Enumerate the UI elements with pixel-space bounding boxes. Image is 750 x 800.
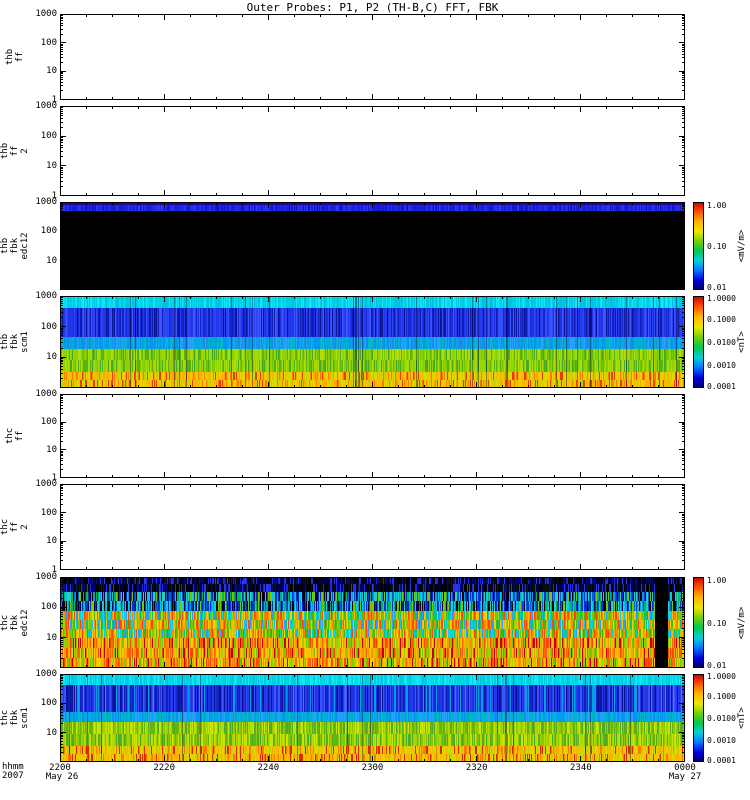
xtick-0000: 0000	[674, 763, 696, 773]
colorbar-tick-thb-fbk-scm1-0.0100: 0.0100	[707, 338, 736, 347]
ytick-thb-ff-2-1000: 1000	[35, 101, 57, 111]
xtick-2220: 2220	[153, 763, 175, 773]
panel-canvas-thb-ff-2	[60, 106, 685, 196]
ytick-thb-ff-100: 100	[40, 37, 57, 48]
ylabel-thb-ff: thb ff	[5, 48, 25, 66]
colorbar-tick-thb-fbk-scm1-1.0000: 1.0000	[707, 293, 736, 303]
ytick-thb-ff-10: 10	[46, 66, 57, 77]
year-label: 2007	[2, 771, 24, 781]
colorbar-tick-thb-fbk-scm1-0.1000: 0.1000	[707, 315, 736, 324]
colorbar-thc-fbk-scm1	[693, 674, 704, 762]
ytick-thb-ff-1: 1	[51, 95, 57, 105]
ytick-thb-ff-2-10: 10	[46, 161, 57, 171]
ytick-thc-fbk-edc12-100: 100	[40, 602, 57, 613]
ytick-thb-fbk-scm1-10: 10	[46, 352, 57, 363]
panel-canvas-thb-ff	[60, 14, 685, 100]
panel-canvas-thb-fbk-edc12	[60, 202, 685, 290]
xtick-2340: 2340	[569, 763, 592, 773]
ylabel-thc-ff: thc ff	[5, 427, 25, 445]
ytick-thc-fbk-edc12-10: 10	[46, 632, 57, 643]
colorbar-thb-fbk-edc12	[693, 202, 704, 290]
date-left-label: May 26	[45, 772, 79, 782]
xtick-2200: 2200	[49, 763, 71, 773]
panel-canvas-thc-ff-2	[60, 484, 685, 570]
colorbar-tick-thc-fbk-scm1-0.0100: 0.0100	[707, 714, 736, 723]
colorbar-tick-thc-fbk-edc12-0.01: 0.01	[707, 661, 727, 671]
colorbar-tick-thc-fbk-scm1-0.1000: 0.1000	[707, 692, 736, 701]
colorbar-tick-thc-fbk-edc12-1.00: 1.00	[707, 575, 727, 585]
ytick-thc-fbk-scm1-1000: 1000	[35, 669, 57, 679]
ytick-thc-fbk-edc12-1000: 1000	[35, 572, 57, 582]
ytick-thb-ff-2-100: 100	[40, 130, 57, 141]
colorbar-tick-thc-fbk-scm1-0.0010: 0.0010	[707, 736, 736, 745]
colorbar-unit-thb-fbk-scm1: <nT>	[737, 331, 747, 353]
ytick-thc-ff-2-100: 100	[40, 507, 57, 518]
xtick-2300: 2300	[361, 763, 384, 773]
ytick-thc-fbk-scm1-10: 10	[46, 727, 57, 738]
colorbar-tick-thc-fbk-scm1-1.0000: 1.0000	[707, 671, 736, 681]
panel-canvas-thb-fbk-scm1	[60, 296, 685, 388]
colorbar-tick-thb-fbk-edc12-1.00: 1.00	[707, 200, 727, 210]
colorbar-tick-thb-fbk-edc12-0.01: 0.01	[707, 283, 727, 293]
ylabel-thc-ff-2: thc ff 2	[0, 518, 30, 536]
ytick-thb-fbk-edc12-1000: 1000	[35, 197, 57, 207]
plot-title: Outer Probes: P1, P2 (TH-B,C) FFT, FBK	[246, 1, 499, 14]
ytick-thc-ff-2-1000: 1000	[35, 479, 57, 489]
ylabel-thc-fbk-edc12: thc fbk edc12	[0, 608, 30, 637]
colorbar-tick-thb-fbk-scm1-0.0001: 0.0001	[707, 382, 736, 392]
panel-canvas-thc-fbk-edc12	[60, 577, 685, 668]
colorbar-unit-thb-fbk-edc12: <mV/m>	[737, 229, 747, 263]
ytick-thc-ff-1000: 1000	[35, 389, 57, 399]
ylabel-thc-fbk-scm1: thc fbk scm1	[0, 707, 30, 729]
ytick-thc-ff-10: 10	[46, 445, 57, 455]
ytick-thb-fbk-edc12-100: 100	[40, 226, 57, 237]
ytick-thc-ff-2-10: 10	[46, 536, 57, 547]
ytick-thc-ff-100: 100	[40, 416, 57, 427]
colorbar-unit-thc-fbk-edc12: <mV/m>	[737, 606, 747, 639]
ylabel-thb-ff-2: thb ff 2	[0, 142, 30, 160]
colorbar-thb-fbk-scm1	[693, 296, 704, 388]
date-right-label: May 27	[668, 772, 702, 782]
xtick-2320: 2320	[465, 763, 488, 773]
ytick-thb-fbk-edc12-10: 10	[46, 255, 57, 266]
ytick-thb-fbk-scm1-100: 100	[40, 321, 57, 332]
colorbar-tick-thb-fbk-edc12-0.10: 0.10	[707, 242, 727, 251]
ytick-thc-fbk-scm1-100: 100	[40, 698, 57, 709]
ytick-thb-ff-1000: 1000	[35, 9, 57, 19]
ytick-thc-ff-1: 1	[51, 473, 57, 483]
ylabel-thb-fbk-edc12: thb fbk edc12	[0, 232, 30, 260]
panel-canvas-thc-fbk-scm1	[60, 674, 685, 762]
ytick-thb-ff-2-1: 1	[51, 191, 57, 201]
xtick-2240: 2240	[257, 763, 280, 773]
panel-canvas-thc-ff	[60, 394, 685, 478]
ylabel-thb-fbk-scm1: thb fbk scm1	[0, 331, 30, 353]
colorbar-thc-fbk-edc12	[693, 577, 704, 668]
colorbar-tick-thb-fbk-scm1-0.0010: 0.0010	[707, 361, 736, 370]
ytick-thb-fbk-scm1-1000: 1000	[35, 291, 57, 301]
ytick-thc-ff-2-1: 1	[51, 565, 57, 575]
colorbar-tick-thc-fbk-scm1-0.0001: 0.0001	[707, 756, 736, 766]
colorbar-unit-thc-fbk-scm1: <nT>	[737, 707, 747, 729]
time-format-label: hhmm	[2, 762, 24, 772]
colorbar-tick-thc-fbk-edc12-0.10: 0.10	[707, 618, 727, 628]
